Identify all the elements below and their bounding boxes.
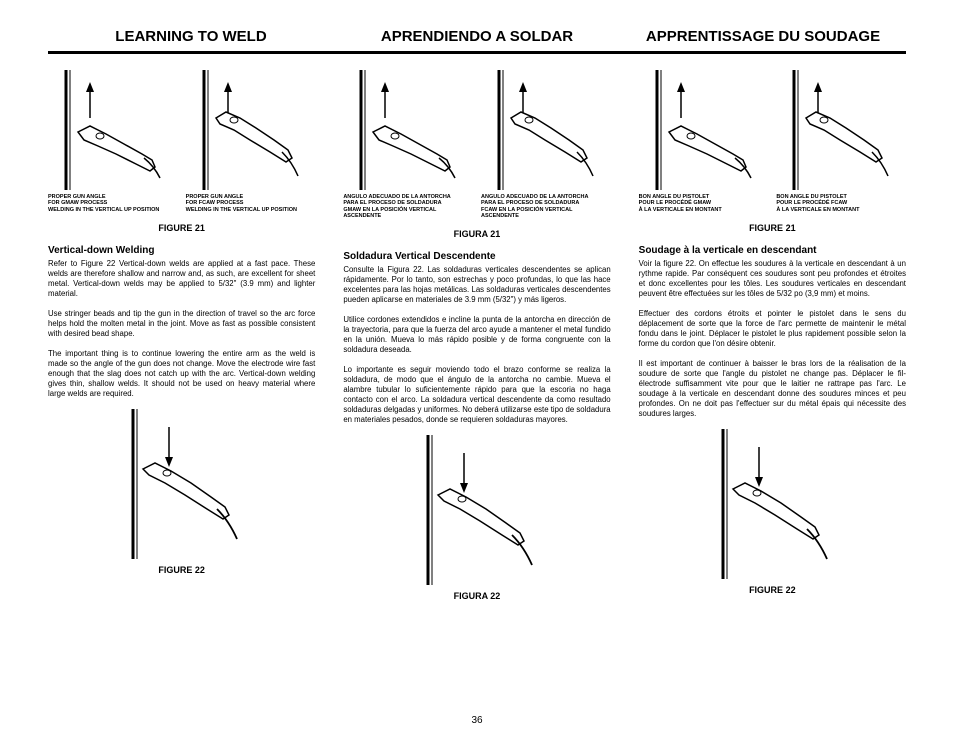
header-title-en: LEARNING TO WELD	[48, 28, 334, 45]
gun-up-right-icon	[776, 70, 896, 190]
caption-right-es: ANGULO ADECUADO DE LA ANTORCHAPARA EL PR…	[481, 194, 588, 219]
fig21-left-fr: BON ANGLE DU PISTOLETPOUR LE PROCÉDÉ GMA…	[639, 70, 769, 213]
gun-down-icon	[117, 409, 247, 559]
column-en: PROPER GUN ANGLEFOR GMAW PROCESSWELDING …	[48, 70, 315, 601]
p1-es: Consulte la Figura 22. Las soldaduras ve…	[343, 265, 610, 305]
gun-up-left-icon	[639, 70, 759, 190]
p2-fr: Effectuer des cordons étroits et pointer…	[639, 309, 906, 349]
fig21-left-en: PROPER GUN ANGLEFOR GMAW PROCESSWELDING …	[48, 70, 178, 213]
fig21-right-en: PROPER GUN ANGLEFOR FCAW PROCESSWELDING …	[186, 70, 316, 213]
fig21-label-fr: FIGURE 21	[639, 223, 906, 233]
caption-left-en: PROPER GUN ANGLEFOR GMAW PROCESSWELDING …	[48, 194, 159, 213]
p1-en: Refer to Figure 22 Vertical-down welds a…	[48, 259, 315, 299]
caption-right-en: PROPER GUN ANGLEFOR FCAW PROCESSWELDING …	[186, 194, 297, 213]
subheading-es: Soldadura Vertical Descendente	[343, 251, 610, 262]
caption-left-es: ANGULO ADECUADO DE LA ANTORCHAPARA EL PR…	[343, 194, 450, 219]
gun-up-right-icon	[481, 70, 601, 190]
gun-up-left-icon	[48, 70, 168, 190]
fig21-label-es: FIGURA 21	[343, 229, 610, 239]
column-es: ANGULO ADECUADO DE LA ANTORCHAPARA EL PR…	[343, 70, 610, 601]
gun-up-right-icon	[186, 70, 306, 190]
p2-es: Utilice cordones extendidos e incline la…	[343, 315, 610, 355]
subheading-en: Vertical-down Welding	[48, 245, 315, 256]
fig21-right-fr: BON ANGLE DU PISTOLETPOUR LE PROCÉDÉ FCA…	[776, 70, 906, 213]
header-row: LEARNING TO WELD APRENDIENDO A SOLDAR AP…	[48, 28, 906, 54]
fig21-label-en: FIGURE 21	[48, 223, 315, 233]
gun-down-icon	[707, 429, 837, 579]
p2-en: Use stringer beads and tip the gun in th…	[48, 309, 315, 339]
fig22-label-en: FIGURE 22	[158, 565, 205, 575]
fig22-es: FIGURA 22	[343, 435, 610, 601]
header-title-es: APRENDIENDO A SOLDAR	[334, 28, 620, 45]
fig22-fr: FIGURE 22	[639, 429, 906, 595]
fig21-row-en: PROPER GUN ANGLEFOR GMAW PROCESSWELDING …	[48, 70, 315, 213]
columns: PROPER GUN ANGLEFOR GMAW PROCESSWELDING …	[48, 70, 906, 601]
fig21-row-es: ANGULO ADECUADO DE LA ANTORCHAPARA EL PR…	[343, 70, 610, 219]
fig21-right-es: ANGULO ADECUADO DE LA ANTORCHAPARA EL PR…	[481, 70, 611, 219]
fig22-en: FIGURE 22	[48, 409, 315, 575]
page-number: 36	[471, 715, 482, 726]
p3-es: Lo importante es seguir moviendo todo el…	[343, 365, 610, 425]
fig21-row-fr: BON ANGLE DU PISTOLETPOUR LE PROCÉDÉ GMA…	[639, 70, 906, 213]
header-title-fr: APPRENTISSAGE DU SOUDAGE	[620, 28, 906, 45]
fig21-left-es: ANGULO ADECUADO DE LA ANTORCHAPARA EL PR…	[343, 70, 473, 219]
caption-right-fr: BON ANGLE DU PISTOLETPOUR LE PROCÉDÉ FCA…	[776, 194, 859, 213]
p3-en: The important thing is to continue lower…	[48, 349, 315, 399]
caption-left-fr: BON ANGLE DU PISTOLETPOUR LE PROCÉDÉ GMA…	[639, 194, 722, 213]
p3-fr: Il est important de continuer à baisser …	[639, 359, 906, 419]
column-fr: BON ANGLE DU PISTOLETPOUR LE PROCÉDÉ GMA…	[639, 70, 906, 601]
fig22-label-fr: FIGURE 22	[749, 585, 796, 595]
subheading-fr: Soudage à la verticale en descendant	[639, 245, 906, 256]
p1-fr: Voir la figure 22. On effectue les soudu…	[639, 259, 906, 299]
gun-up-left-icon	[343, 70, 463, 190]
gun-down-icon	[412, 435, 542, 585]
fig22-label-es: FIGURA 22	[454, 591, 501, 601]
